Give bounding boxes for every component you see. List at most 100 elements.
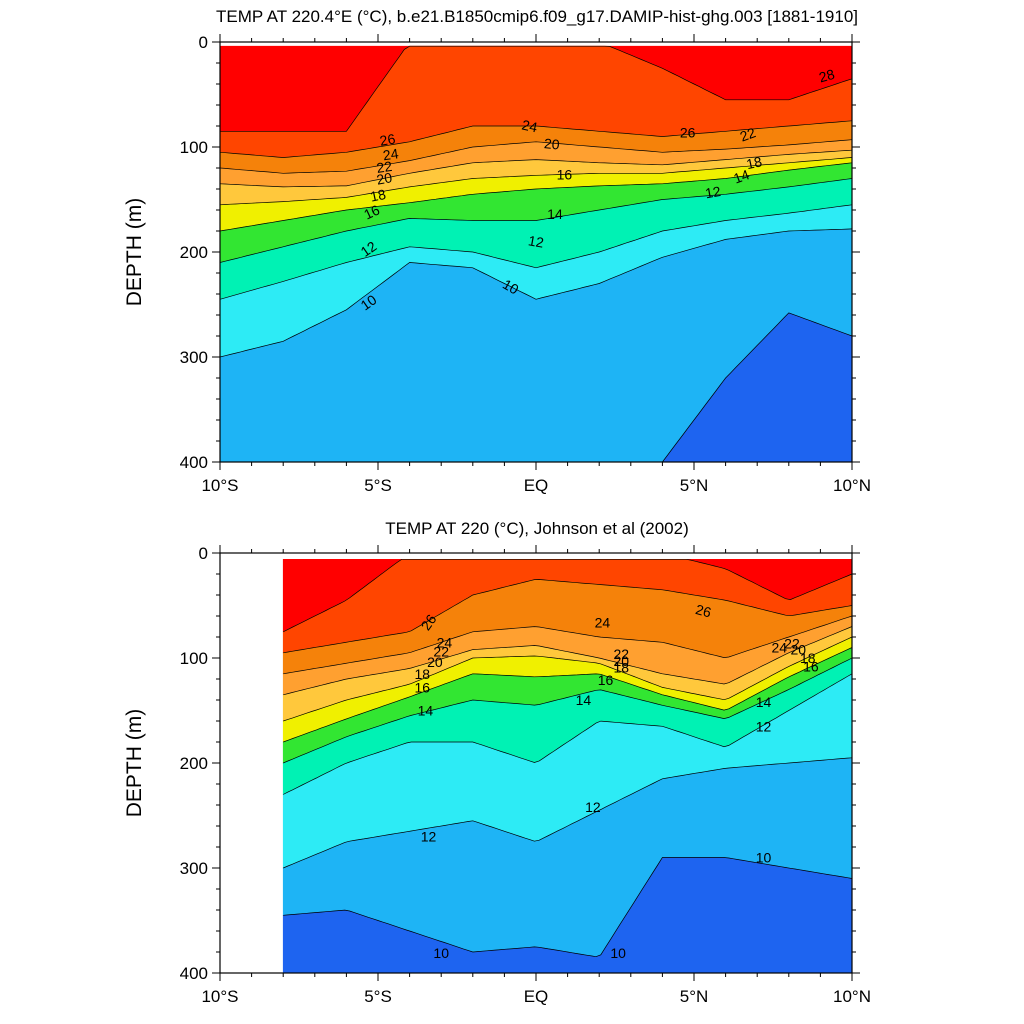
isotherm-26 bbox=[283, 579, 853, 654]
isotherm-14 bbox=[219, 204, 853, 300]
x-tick-label: 5°S bbox=[364, 987, 392, 1006]
panel-title: TEMP AT 220.4°E (°C), b.e21.B1850cmip6.f… bbox=[216, 7, 858, 26]
contour-label: 12 bbox=[704, 183, 722, 201]
x-tick-label: 5°N bbox=[680, 476, 709, 495]
contour-label: 12 bbox=[421, 829, 437, 845]
isotherm-26 bbox=[219, 120, 853, 158]
contour-label: 20 bbox=[790, 642, 806, 658]
isotherm-16 bbox=[219, 178, 853, 263]
tick-labels: 10°S 5°S EQ 5°N 10°N 0 100 200 300 400 bbox=[180, 33, 871, 495]
x-tick-label: 10°S bbox=[201, 987, 238, 1006]
contour-label: 20 bbox=[427, 654, 443, 670]
y-tick-label: 100 bbox=[180, 138, 208, 157]
contour-label: 18 bbox=[800, 650, 816, 666]
contour-label: 24 bbox=[437, 634, 453, 650]
isotherm-18 bbox=[219, 162, 853, 232]
contour-label: 14 bbox=[576, 692, 592, 708]
isotherm-28 bbox=[220, 45, 853, 132]
isotherm-12 bbox=[283, 757, 853, 869]
contour-label: 14 bbox=[731, 166, 751, 186]
y-tick-label: 0 bbox=[199, 33, 208, 52]
isotherm-24 bbox=[283, 615, 853, 675]
contour-label: 14 bbox=[547, 206, 563, 222]
isotherm-18 bbox=[283, 647, 853, 743]
y-axis-title: DEPTH (m) bbox=[123, 198, 146, 307]
x-tick-label: 5°N bbox=[680, 987, 709, 1006]
contour-label: 20 bbox=[543, 135, 560, 152]
contour-label: 28 bbox=[817, 66, 836, 86]
x-tick-label: EQ bbox=[524, 476, 549, 495]
tick-labels: 10°S 5°S EQ 5°N 10°N 0 100 200 300 400 bbox=[180, 544, 871, 1006]
x-tick-label: 5°S bbox=[364, 476, 392, 495]
isotherm-14 bbox=[283, 673, 853, 795]
contour-label: 14 bbox=[418, 703, 434, 719]
contour-label: 20 bbox=[375, 169, 393, 187]
axis-ticks bbox=[212, 545, 860, 981]
contour-fill-bands bbox=[219, 45, 853, 463]
panel-bottom-observations: TEMP AT 220 (°C), Johnson et al (2002) D… bbox=[123, 519, 871, 1006]
panel-title: TEMP AT 220 (°C), Johnson et al (2002) bbox=[385, 519, 689, 538]
isotherm-16 bbox=[283, 657, 853, 764]
x-tick-label: 10°S bbox=[201, 476, 238, 495]
contour-label: 22 bbox=[375, 158, 393, 176]
contour-label: 16 bbox=[414, 679, 430, 695]
contour-label: 26 bbox=[378, 130, 396, 148]
contour-label: 12 bbox=[527, 232, 545, 250]
y-tick-label: 200 bbox=[180, 243, 208, 262]
x-tick-label: EQ bbox=[524, 987, 549, 1006]
isotherm-24 bbox=[219, 139, 853, 174]
contour-label: 24 bbox=[382, 145, 400, 163]
contour-label: 26 bbox=[680, 124, 696, 140]
contour-label: 18 bbox=[369, 186, 388, 205]
y-tick-label: 200 bbox=[180, 754, 208, 773]
y-tick-label: 300 bbox=[180, 348, 208, 367]
isotherm-20 bbox=[219, 157, 853, 206]
contour-label: 12 bbox=[585, 799, 601, 815]
axis-ticks bbox=[212, 34, 860, 470]
contour-label: 24 bbox=[772, 640, 788, 656]
contour-label: 18 bbox=[414, 666, 430, 682]
contour-label: 24 bbox=[595, 614, 611, 630]
contour-label: 10 bbox=[756, 850, 772, 866]
isotherm-10 bbox=[283, 857, 853, 958]
isotherm-lines bbox=[219, 45, 853, 463]
contour-label: 14 bbox=[756, 694, 772, 710]
contour-label: 22 bbox=[433, 644, 449, 660]
isotherm-22 bbox=[283, 626, 853, 696]
x-tick-label: 10°N bbox=[833, 476, 871, 495]
contour-label: 10 bbox=[500, 276, 522, 298]
contour-label: 10 bbox=[610, 945, 626, 961]
contour-label: 16 bbox=[557, 166, 573, 182]
contour-label: 18 bbox=[614, 659, 630, 675]
contour-label: 16 bbox=[803, 658, 819, 674]
contour-label: 12 bbox=[756, 718, 772, 734]
y-tick-label: 400 bbox=[180, 964, 208, 983]
x-tick-label: 10°N bbox=[833, 987, 871, 1006]
contour-label: 22 bbox=[738, 124, 758, 144]
y-tick-label: 0 bbox=[199, 544, 208, 563]
contour-label: 22 bbox=[784, 635, 800, 651]
contour-label: 26 bbox=[694, 601, 713, 621]
isotherm-20 bbox=[283, 636, 853, 722]
y-axis-title: DEPTH (m) bbox=[123, 709, 146, 818]
isotherm-lines bbox=[283, 558, 853, 958]
isotherm-12 bbox=[219, 228, 853, 358]
isotherm-28 bbox=[283, 558, 853, 633]
contour-label: 16 bbox=[361, 201, 382, 222]
contour-label: 20 bbox=[614, 653, 630, 669]
isotherm-22 bbox=[219, 149, 853, 188]
contour-label: 24 bbox=[520, 117, 539, 136]
y-tick-label: 100 bbox=[180, 649, 208, 668]
y-tick-label: 300 bbox=[180, 859, 208, 878]
contour-label: 18 bbox=[745, 153, 764, 172]
contour-label: 16 bbox=[598, 672, 614, 688]
y-tick-label: 400 bbox=[180, 453, 208, 472]
contour-fill-bands bbox=[282, 559, 853, 974]
contour-label: 22 bbox=[614, 646, 630, 662]
contour-label: 10 bbox=[433, 945, 449, 961]
